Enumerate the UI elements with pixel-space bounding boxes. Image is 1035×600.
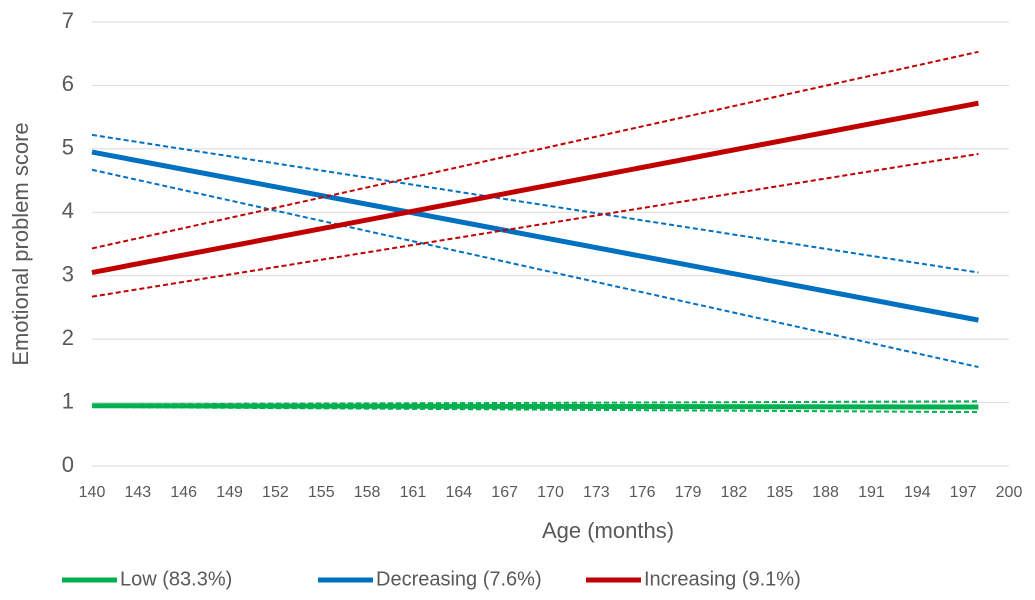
legend-label: Low (83.3%) bbox=[120, 568, 232, 590]
x-tick-label: 191 bbox=[858, 484, 885, 501]
y-tick-label: 1 bbox=[62, 388, 74, 413]
x-tick-label: 173 bbox=[583, 484, 610, 501]
x-tick-label: 155 bbox=[308, 484, 335, 501]
ci-line bbox=[91, 133, 979, 274]
x-tick-label: 143 bbox=[124, 484, 151, 501]
x-tick-label: 146 bbox=[170, 484, 197, 501]
x-tick-label: 185 bbox=[766, 484, 793, 501]
x-tick-label: 194 bbox=[904, 484, 931, 501]
ci-line bbox=[91, 50, 979, 250]
ci-line bbox=[91, 152, 979, 298]
ci-line bbox=[91, 168, 979, 369]
y-tick-label: 2 bbox=[62, 325, 74, 350]
x-tick-label: 158 bbox=[354, 484, 381, 501]
x-tick-label: 200 bbox=[996, 484, 1023, 501]
legend-label: Decreasing (7.6%) bbox=[376, 568, 542, 590]
x-tick-label: 161 bbox=[400, 484, 427, 501]
x-axis-title: Age (months) bbox=[542, 518, 674, 543]
x-tick-label: 152 bbox=[262, 484, 289, 501]
series-line bbox=[91, 403, 979, 410]
x-tick-label: 179 bbox=[675, 484, 702, 501]
legend-label: Increasing (9.1%) bbox=[644, 568, 801, 590]
y-tick-label: 7 bbox=[62, 8, 74, 33]
x-tick-label: 149 bbox=[216, 484, 243, 501]
x-tick-label: 197 bbox=[950, 484, 977, 501]
series-line bbox=[91, 100, 979, 275]
x-tick-label: 167 bbox=[491, 484, 518, 501]
y-tick-label: 4 bbox=[62, 198, 74, 223]
y-tick-label: 5 bbox=[62, 135, 74, 160]
y-axis-title: Emotional problem score bbox=[8, 122, 33, 365]
x-tick-label: 164 bbox=[445, 484, 472, 501]
y-tick-label: 3 bbox=[62, 262, 74, 287]
x-tick-label: 188 bbox=[812, 484, 839, 501]
y-tick-label: 0 bbox=[62, 452, 74, 477]
x-tick-label: 140 bbox=[79, 484, 106, 501]
x-tick-label: 182 bbox=[721, 484, 748, 501]
series-line bbox=[91, 149, 979, 323]
x-tick-label: 170 bbox=[537, 484, 564, 501]
y-tick-label: 6 bbox=[62, 71, 74, 96]
x-tick-label: 176 bbox=[629, 484, 656, 501]
